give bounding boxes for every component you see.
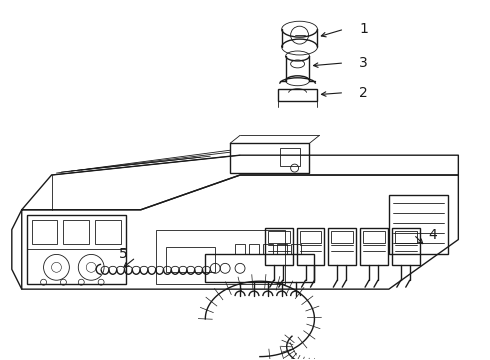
Bar	[291, 244, 300, 255]
Bar	[95, 220, 121, 244]
Text: 2: 2	[359, 86, 368, 100]
Bar	[392, 228, 419, 265]
Bar	[63, 220, 89, 244]
Text: 3: 3	[359, 56, 368, 70]
Bar	[278, 89, 318, 100]
Bar	[249, 244, 259, 255]
Bar	[265, 228, 293, 265]
Bar	[331, 231, 353, 243]
Bar	[395, 231, 416, 243]
Bar	[389, 195, 448, 255]
Bar	[230, 143, 310, 173]
Bar	[32, 220, 57, 244]
Bar	[360, 228, 388, 265]
Bar	[280, 148, 299, 166]
Text: 5: 5	[119, 247, 128, 261]
Bar	[268, 231, 290, 243]
Bar	[328, 228, 356, 265]
Bar	[26, 215, 126, 249]
Bar	[277, 244, 287, 255]
Bar	[263, 244, 273, 255]
Bar	[299, 231, 321, 243]
Bar	[26, 215, 126, 284]
Bar	[235, 244, 245, 255]
Bar	[166, 247, 215, 272]
Bar	[205, 255, 315, 282]
Text: 1: 1	[359, 22, 368, 36]
Bar	[156, 230, 285, 284]
Text: 4: 4	[429, 228, 437, 242]
Bar	[363, 231, 385, 243]
Bar	[296, 228, 324, 265]
